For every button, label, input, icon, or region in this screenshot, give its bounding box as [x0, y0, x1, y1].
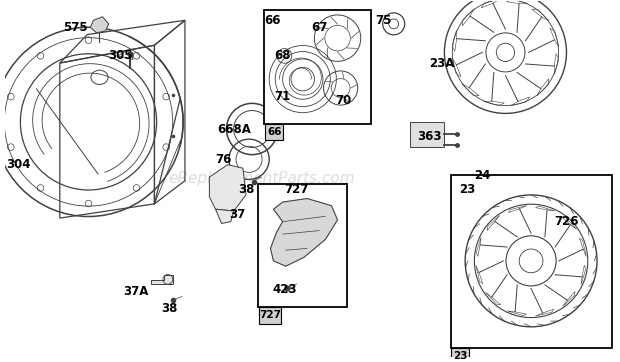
Text: 363: 363 [417, 130, 441, 143]
Text: 726: 726 [554, 215, 578, 228]
Polygon shape [216, 209, 234, 223]
Text: 23: 23 [453, 351, 467, 361]
Text: 304: 304 [6, 158, 30, 171]
Text: 70: 70 [335, 94, 352, 107]
Text: 23: 23 [459, 183, 476, 196]
Polygon shape [483, 175, 508, 184]
Bar [259, 307, 281, 324]
Text: 23A: 23A [428, 56, 454, 70]
Text: 423: 423 [272, 283, 297, 296]
Text: 727: 727 [285, 183, 309, 196]
Text: 38: 38 [238, 183, 254, 196]
Text: 37: 37 [229, 208, 245, 221]
Text: 668A: 668A [217, 122, 250, 135]
Text: eReplacementParts.com: eReplacementParts.com [168, 171, 355, 186]
Text: 727: 727 [259, 310, 281, 320]
Polygon shape [210, 165, 246, 211]
Text: 38: 38 [161, 303, 178, 316]
Bar [265, 124, 283, 140]
Text: 76: 76 [215, 153, 232, 166]
Text: 37A: 37A [123, 285, 149, 298]
Polygon shape [151, 275, 173, 284]
Bar [264, 10, 371, 124]
Text: 24: 24 [474, 169, 490, 182]
Bar [410, 122, 444, 147]
Text: 75: 75 [375, 14, 392, 27]
Bar [451, 348, 469, 362]
Text: 68: 68 [275, 50, 291, 62]
Text: 305: 305 [108, 50, 133, 62]
Bar [451, 175, 613, 348]
Polygon shape [91, 17, 108, 33]
Polygon shape [270, 198, 337, 266]
Text: 575: 575 [63, 21, 87, 34]
Text: 66: 66 [264, 14, 280, 27]
Text: 67: 67 [311, 21, 327, 34]
Text: 66: 66 [267, 127, 281, 136]
Text: 71: 71 [275, 90, 291, 104]
Bar [258, 184, 347, 307]
